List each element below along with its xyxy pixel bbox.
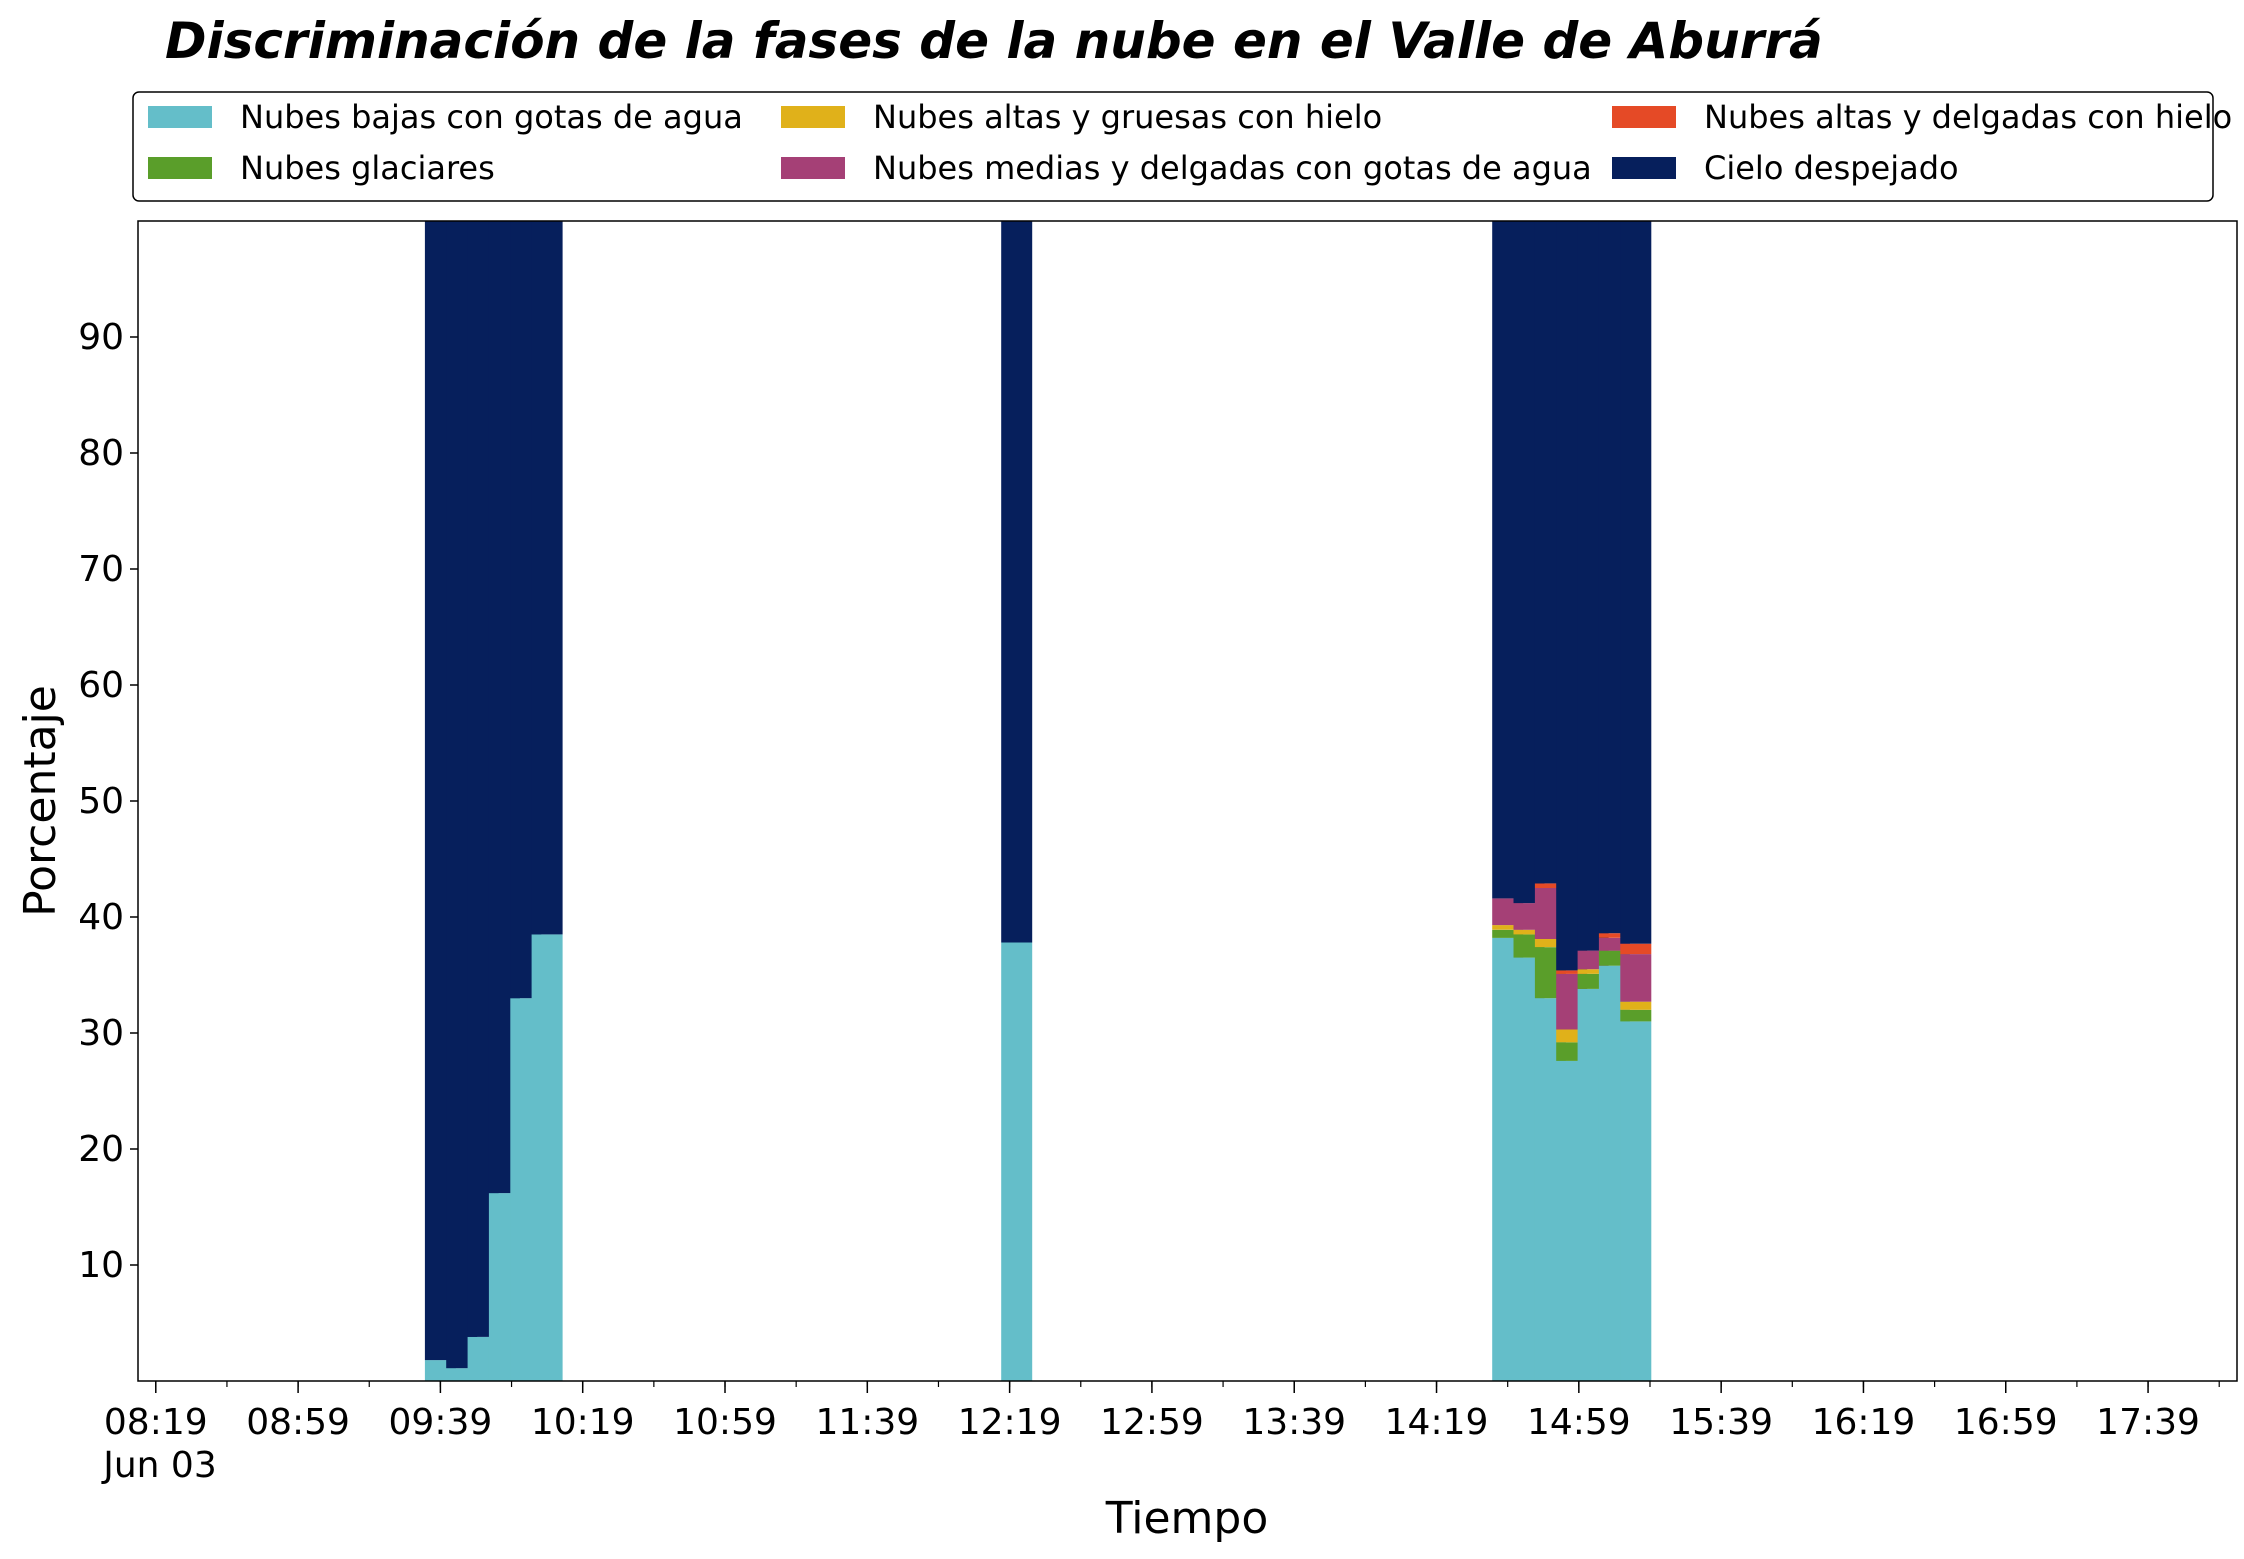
y-tick-label-80: 80 [78, 433, 124, 474]
legend-swatch-2 [148, 157, 212, 179]
legend-frame [132, 91, 2214, 202]
bar-segment-5-1515 [1620, 943, 1652, 955]
bar-segment-5-1451 [1534, 883, 1566, 888]
y-tick-label-50: 50 [78, 781, 124, 822]
bar-segment-2-1515 [1620, 1009, 1652, 1022]
y-tick-label-90: 90 [78, 317, 124, 358]
x-axis-title: Tiempo [1105, 1493, 1269, 1544]
y-tick-label-40: 40 [78, 897, 124, 938]
bar-segment-3-1451 [1534, 939, 1566, 948]
y-tick-label-60: 60 [78, 665, 124, 706]
chart-title: Discriminación de la fases de la nube en… [165, 12, 1823, 70]
x-tick-label-1139: 11:39 [815, 1402, 919, 1443]
x-tick-label-1419: 14:19 [1385, 1402, 1489, 1443]
bar-segment-5-1457 [1556, 970, 1588, 974]
bar-segment-3-1439 [1492, 925, 1524, 930]
bar-segment-1-1515 [1620, 1021, 1652, 1381]
bar-segment-5-1509 [1598, 933, 1630, 938]
x-tick-label-1259: 12:59 [1100, 1402, 1204, 1443]
bar-segment-6-1009 [531, 221, 563, 935]
legend-label-1: Nubes bajas con gotas de agua [240, 98, 743, 136]
bar-segment-2-1439 [1492, 929, 1524, 938]
x-tick-label-0819: 08:19 [104, 1402, 208, 1443]
y-tick-label-10: 10 [78, 1245, 124, 1286]
x-tick-label-1539: 15:39 [1669, 1402, 1773, 1443]
x-axis: 08:19 08:59 09:39 10:19 10:59 11:39 12:19 12:59… [104, 1381, 2220, 1443]
x-tick-label-1019: 10:19 [531, 1402, 635, 1443]
y-tick-label-20: 20 [78, 1129, 124, 1170]
x-tick-label-0859: 08:59 [246, 1402, 350, 1443]
legend-label-4: Nubes medias y delgadas con gotas de agu… [873, 149, 1592, 187]
bar-segment-4-1515 [1620, 954, 1652, 1002]
legend-swatch-5 [1612, 106, 1676, 128]
legend-label-6: Cielo despejado [1704, 149, 1959, 187]
legend-label-3: Nubes altas y gruesas con hielo [873, 98, 1382, 136]
bar-segment-1-1221 [1001, 942, 1033, 1381]
bar-segment-3-1515 [1620, 1001, 1652, 1010]
legend-swatch-6 [1612, 157, 1676, 179]
plot-area [424, 221, 1652, 1381]
y-tick-label-70: 70 [78, 549, 124, 590]
bar-segment-3-1503 [1577, 969, 1609, 974]
bar-segment-6-1221 [1001, 221, 1033, 943]
legend: Nubes bajas con gotas de agua Nubes altas… [132, 91, 2232, 202]
legend-swatch-3 [781, 106, 845, 128]
bar-segment-1-1009 [531, 934, 563, 1381]
x-tick-label-1659: 16:59 [1954, 1402, 2058, 1443]
bar-segment-3-1445 [1513, 929, 1545, 935]
x-tick-label-0939: 09:39 [389, 1402, 493, 1443]
x-tick-label-1219: 12:19 [958, 1402, 1062, 1443]
x-tick-label-1739: 17:39 [2096, 1402, 2200, 1443]
y-tick-label-30: 30 [78, 1013, 124, 1054]
x-tick-label-1059: 10:59 [673, 1402, 777, 1443]
legend-swatch-4 [781, 157, 845, 179]
y-axis: 10 20 30 40 50 60 70 80 90 [78, 317, 138, 1286]
legend-swatch-1 [148, 106, 212, 128]
x-tick-label-1339: 13:39 [1242, 1402, 1346, 1443]
y-axis-title: Porcentaje [15, 685, 66, 917]
legend-label-5: Nubes altas y delgadas con hielo [1704, 98, 2232, 136]
legend-label-2: Nubes glaciares [240, 149, 495, 187]
bar-segment-6-1515 [1620, 221, 1652, 944]
x-tick-label-1619: 16:19 [1812, 1402, 1916, 1443]
x-date-label: Jun 03 [101, 1445, 217, 1486]
x-tick-label-1459: 14:59 [1527, 1402, 1631, 1443]
